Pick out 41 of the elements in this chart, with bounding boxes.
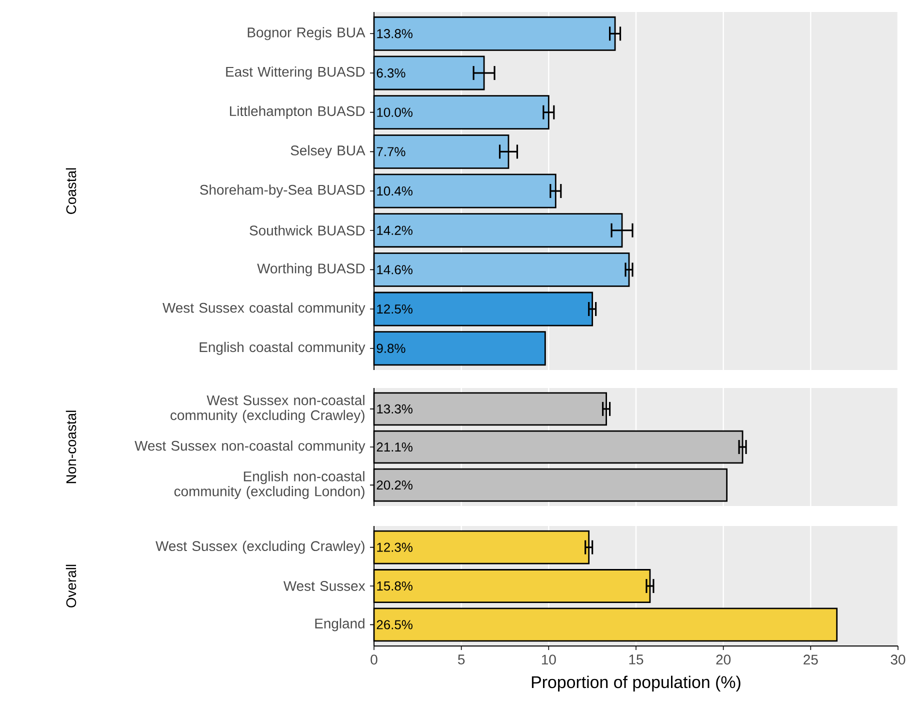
- y-tick-label: England: [315, 618, 364, 632]
- x-axis-title: Proportion of population (%): [532, 676, 740, 692]
- data-label: 13.3%: [377, 404, 412, 414]
- y-tick-label: English coastal community: [200, 342, 366, 355]
- x-tick-label: 30: [890, 654, 906, 665]
- y-axis-title: Non-coastal: [66, 410, 76, 484]
- y-tick-label: West Sussex coastal community: [162, 302, 366, 316]
- x-tick-label: 0: [370, 654, 378, 665]
- data-label: 21.1%: [376, 442, 412, 452]
- y-axis-title: Overall: [66, 564, 76, 608]
- data-label: 20.2%: [376, 480, 412, 490]
- y-tick-label: West Sussex (excluding Crawley): [156, 540, 364, 554]
- x-tick-label: 5: [458, 654, 465, 664]
- data-label: 7.7%: [376, 147, 406, 156]
- data-label: 26.5%: [376, 620, 412, 630]
- data-label: 10.4%: [377, 186, 412, 196]
- y-tick-label: Selsey BUA: [290, 145, 366, 158]
- y-tick-label: West Sussex non-coastal community: [134, 440, 366, 454]
- x-tick-label: 10: [542, 654, 556, 665]
- y-tick-label: Southwick BUASD: [250, 225, 365, 236]
- y-tick-label: Shoreham-by-Sea BUASD: [200, 184, 365, 198]
- data-label: 13.8%: [377, 29, 412, 38]
- y-tick-label: West Sussex: [283, 581, 366, 591]
- data-label: 14.2%: [377, 226, 412, 235]
- y-tick-label: English non-coastal community (excluding London): [174, 471, 364, 500]
- data-label: 14.6%: [377, 265, 412, 274]
- y-tick-label: Littlehampton BUASD: [230, 106, 365, 119]
- x-tick-label: 25: [804, 654, 818, 665]
- data-label: 15.8%: [377, 581, 412, 591]
- y-tick-label: West Sussex non-coastal community (excluding Crawley): [170, 394, 364, 423]
- data-label: 10.0%: [377, 108, 412, 117]
- data-label: 6.3%: [376, 68, 406, 78]
- x-tick-label: 15: [629, 654, 644, 664]
- x-tick-label: 20: [716, 654, 731, 665]
- y-tick-label: Bognor Regis BUA: [248, 27, 366, 40]
- y-tick-label: Worthing BUASD: [257, 263, 365, 276]
- data-label: 12.5%: [377, 304, 412, 314]
- y-tick-label: East Wittering BUASD: [226, 66, 365, 80]
- data-label: 9.8%: [376, 344, 406, 353]
- data-label: 12.3%: [377, 542, 412, 552]
- y-axis-title: Coastal: [66, 168, 76, 214]
